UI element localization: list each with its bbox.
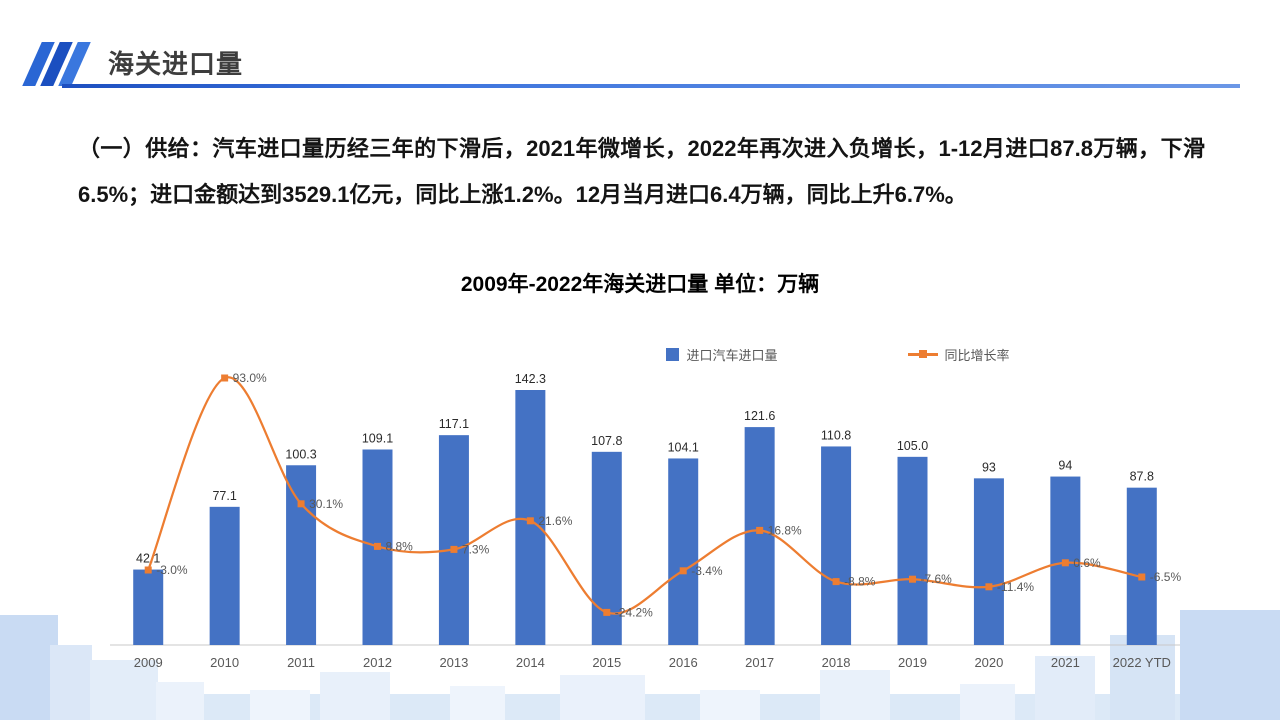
svg-text:2020: 2020 xyxy=(974,655,1003,670)
svg-text:-3.0%: -3.0% xyxy=(156,563,188,577)
svg-text:21.6%: 21.6% xyxy=(538,514,572,528)
svg-text:87.8: 87.8 xyxy=(1130,470,1154,484)
header-underline xyxy=(62,84,1240,88)
legend-label-bar-series: 进口汽车进口量 xyxy=(686,348,778,363)
skyline-block xyxy=(560,675,645,720)
skyline-block xyxy=(700,690,760,720)
svg-text:8.8%: 8.8% xyxy=(386,539,414,553)
svg-text:2010: 2010 xyxy=(210,655,239,670)
svg-text:0.6%: 0.6% xyxy=(1073,556,1101,570)
skyline-block xyxy=(156,682,204,720)
svg-text:16.8%: 16.8% xyxy=(768,523,802,537)
svg-text:2013: 2013 xyxy=(439,655,468,670)
svg-text:2015: 2015 xyxy=(592,655,621,670)
skyline-block xyxy=(50,645,92,720)
svg-text:2016: 2016 xyxy=(669,655,698,670)
svg-text:93: 93 xyxy=(982,460,996,474)
svg-text:94: 94 xyxy=(1058,459,1072,473)
skyline-block xyxy=(0,615,58,720)
svg-text:2021: 2021 xyxy=(1051,655,1080,670)
svg-text:2019: 2019 xyxy=(898,655,927,670)
bar-series-swatch xyxy=(666,348,680,361)
svg-text:-8.8%: -8.8% xyxy=(844,575,876,589)
skyline-block xyxy=(960,684,1015,720)
svg-text:2012: 2012 xyxy=(363,655,392,670)
skyline-block xyxy=(1180,610,1280,720)
skyline-block xyxy=(90,660,158,720)
line-series-marker xyxy=(918,350,927,358)
skyline-block xyxy=(1110,635,1175,720)
svg-text:-11.4%: -11.4% xyxy=(997,580,1034,594)
summary-text: （一）供给：汽车进口量历经三年的下滑后，2021年微增长，2022年再次进入负增… xyxy=(78,136,1205,207)
svg-text:93.0%: 93.0% xyxy=(233,371,267,385)
page-title: 海关进口量 xyxy=(108,49,244,79)
svg-text:100.3: 100.3 xyxy=(285,447,316,461)
skyline-block xyxy=(450,686,505,720)
skyline-block xyxy=(250,690,310,720)
chart-legend: 进口汽车进口量 同比增长率 xyxy=(198,345,1280,364)
svg-text:109.1: 109.1 xyxy=(362,431,393,445)
svg-text:-24.2%: -24.2% xyxy=(615,605,653,619)
slash-logo xyxy=(22,42,94,86)
line-series-swatch xyxy=(907,350,938,358)
chart-title: 2009年-2022年海关进口量 单位：万辆 xyxy=(460,273,820,296)
svg-text:121.6: 121.6 xyxy=(744,409,775,423)
svg-text:110.8: 110.8 xyxy=(821,428,851,442)
import-volume-chart: 42.1200977.12010100.32011109.12012117.12… xyxy=(110,371,1182,670)
svg-text:142.3: 142.3 xyxy=(515,372,546,386)
legend-label-line-series: 同比增长率 xyxy=(944,348,1010,363)
svg-text:2022 YTD: 2022 YTD xyxy=(1113,655,1171,670)
skyline-block xyxy=(1035,656,1095,720)
svg-text:105.0: 105.0 xyxy=(897,439,928,453)
svg-text:77.1: 77.1 xyxy=(212,489,236,503)
legend-item-line-series: 同比增长率 xyxy=(907,345,1010,364)
svg-text:107.8: 107.8 xyxy=(591,434,622,448)
svg-text:30.1%: 30.1% xyxy=(309,497,343,511)
skyline-block xyxy=(820,670,890,720)
svg-text:2011: 2011 xyxy=(287,655,315,670)
svg-text:104.1: 104.1 xyxy=(668,440,699,454)
svg-text:2009: 2009 xyxy=(134,655,163,670)
svg-text:-3.4%: -3.4% xyxy=(691,564,723,578)
legend-item-bar-series: 进口汽车进口量 xyxy=(666,345,778,364)
svg-text:7.3%: 7.3% xyxy=(462,542,490,556)
svg-text:117.1: 117.1 xyxy=(439,417,469,431)
svg-text:2014: 2014 xyxy=(516,655,545,670)
svg-text:-6.5%: -6.5% xyxy=(1150,570,1182,584)
svg-text:2018: 2018 xyxy=(822,655,851,670)
svg-text:2017: 2017 xyxy=(745,655,774,670)
svg-text:-7.6%: -7.6% xyxy=(921,572,953,586)
skyline-block xyxy=(320,672,390,720)
